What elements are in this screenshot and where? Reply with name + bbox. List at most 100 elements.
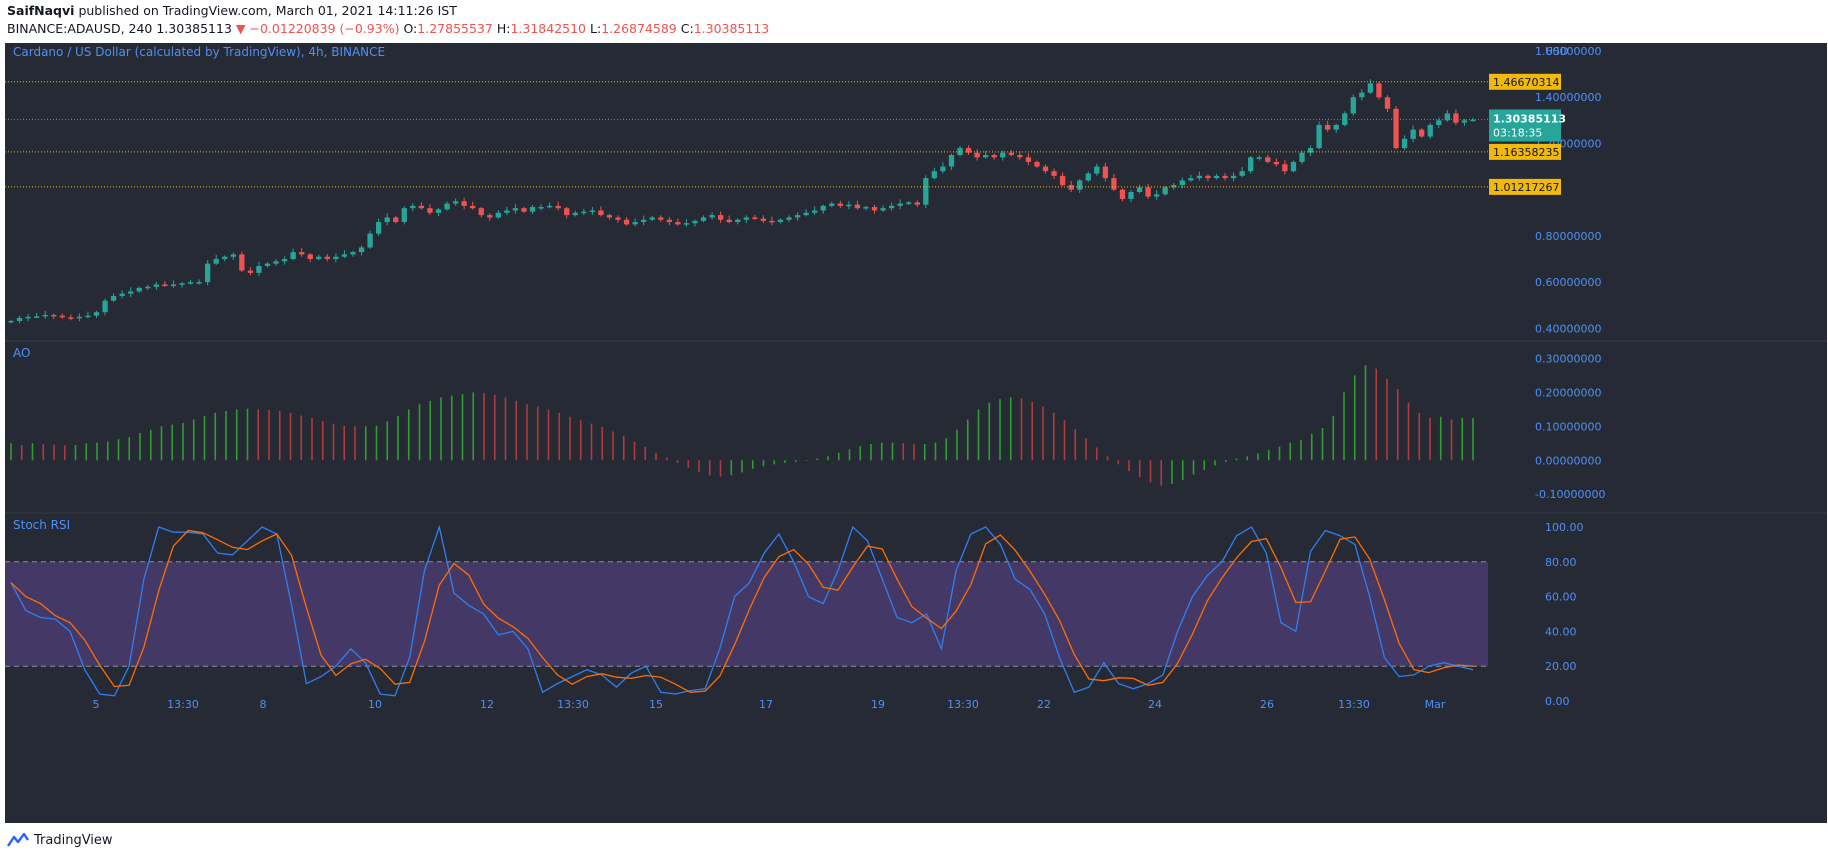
candle-body [290, 252, 296, 260]
candle-body [983, 155, 989, 158]
candle-body [752, 217, 758, 219]
publish-line: SaifNaqvi published on TradingView.com, … [7, 3, 457, 18]
candle-body [1307, 148, 1314, 153]
candle-body [1162, 187, 1168, 195]
candle-body [1205, 175, 1211, 179]
candle-body [384, 217, 390, 223]
candle-body [931, 171, 938, 179]
candle-body [478, 208, 484, 216]
candle-body [1136, 187, 1143, 192]
ao-title: AO [13, 346, 30, 360]
candle-body [897, 203, 903, 206]
candle-body [581, 211, 587, 214]
candle-body [769, 220, 775, 223]
candle-body [1350, 97, 1356, 114]
candle-body [1102, 166, 1109, 179]
level-label: 1.01217267 [1493, 181, 1559, 194]
level-label-bg [1489, 73, 1561, 90]
candle-body [1085, 173, 1091, 181]
time-axis-label: 24 [1148, 698, 1162, 711]
chart-area[interactable]: 1.60000000 1.40000000 1.20000000 0.80000000… [5, 43, 1827, 823]
candle-body [1119, 189, 1126, 199]
candle-body [1188, 178, 1194, 181]
candle-body [914, 202, 920, 205]
candle-body [1111, 178, 1117, 190]
candle-body [1017, 155, 1023, 158]
candle-body [25, 316, 31, 319]
candle-body [1393, 108, 1399, 149]
time-axis-label: Mar [1425, 698, 1446, 711]
candle-body [213, 259, 219, 264]
time-axis-label: 13:30 [557, 698, 589, 711]
candle-body [854, 204, 861, 209]
price-axis-label: 0.40000000 [1535, 322, 1601, 335]
candle-body [1196, 175, 1203, 179]
candle-body [940, 166, 946, 172]
candle-body [837, 203, 843, 206]
candle-body [495, 212, 501, 218]
candle-body [863, 207, 869, 209]
ao-axis-label: 0.00000000 [1535, 454, 1601, 467]
candle-body [222, 256, 228, 260]
candle-body [1034, 161, 1040, 167]
stoch-k-line [10, 524, 1474, 697]
candle-body [1239, 171, 1245, 176]
candle-body [333, 256, 339, 260]
chart-title: Cardano / US Dollar (calculated by Tradi… [13, 45, 385, 59]
level-label: 1.46670314 [1493, 76, 1559, 89]
time-axis-label: 5 [93, 698, 100, 711]
candle-body [1273, 161, 1280, 165]
candle-body [743, 217, 749, 220]
chart-canvas[interactable]: 1.600000001.400000001.200000000.80000000… [5, 43, 1827, 823]
candle-body [1171, 185, 1177, 188]
footer-brand[interactable]: TradingView [34, 832, 113, 848]
candle-body [401, 208, 407, 223]
level-label-bg [1489, 178, 1561, 195]
stoch-axis-label: 100.00 [1545, 521, 1584, 534]
candle-body [1025, 157, 1032, 162]
candle-body [324, 256, 330, 260]
publish-info: published on TradingView.com, March 01, … [78, 3, 457, 18]
time-axis-label: 12 [480, 698, 494, 711]
candle-body [444, 203, 450, 210]
time-axis-label: 22 [1037, 698, 1051, 711]
candle-body [299, 252, 305, 255]
candle-body [589, 210, 596, 212]
price-axis-label: 0.80000000 [1535, 230, 1601, 243]
candle-body [93, 312, 100, 316]
candle-body [119, 293, 125, 297]
candle-body [512, 208, 519, 211]
candle-body [187, 282, 194, 284]
candle-body [871, 207, 878, 211]
candle-body [1094, 166, 1100, 174]
candle-body [51, 314, 57, 317]
candle-body [427, 208, 433, 213]
candle-body [948, 155, 955, 167]
candle-body [1436, 120, 1442, 125]
candle-body [521, 208, 527, 212]
candle-body [204, 263, 211, 283]
candle-body [358, 247, 365, 253]
last-price-label: 1.30385113 [1493, 112, 1566, 125]
author-name[interactable]: SaifNaqvi [7, 3, 75, 18]
last-price-label-bg [1489, 109, 1561, 142]
candle-body [717, 215, 724, 220]
time-axis-label: 15 [649, 698, 663, 711]
candle-body [68, 317, 74, 319]
candle-body [1059, 175, 1066, 186]
price-change: −0.01220839 (−0.93%) [249, 21, 400, 36]
candle-body [812, 210, 818, 213]
time-axis-label: 19 [871, 698, 885, 711]
symbol-line: BINANCE:ADAUSD, 240 1.30385113 ▼ −0.0122… [7, 21, 769, 36]
candle-body [1359, 92, 1365, 98]
candle-body [555, 205, 561, 209]
candle-body [1179, 180, 1185, 186]
candle-body [1000, 152, 1006, 158]
candle-body [452, 201, 459, 204]
candle-body [1248, 157, 1254, 172]
time-axis-label: 8 [260, 698, 267, 711]
candle-body [470, 205, 476, 209]
candle-body [1342, 113, 1348, 125]
price-axis-label: 1.60000000 [1535, 45, 1601, 58]
ao-axis-label: 0.30000000 [1535, 352, 1601, 365]
